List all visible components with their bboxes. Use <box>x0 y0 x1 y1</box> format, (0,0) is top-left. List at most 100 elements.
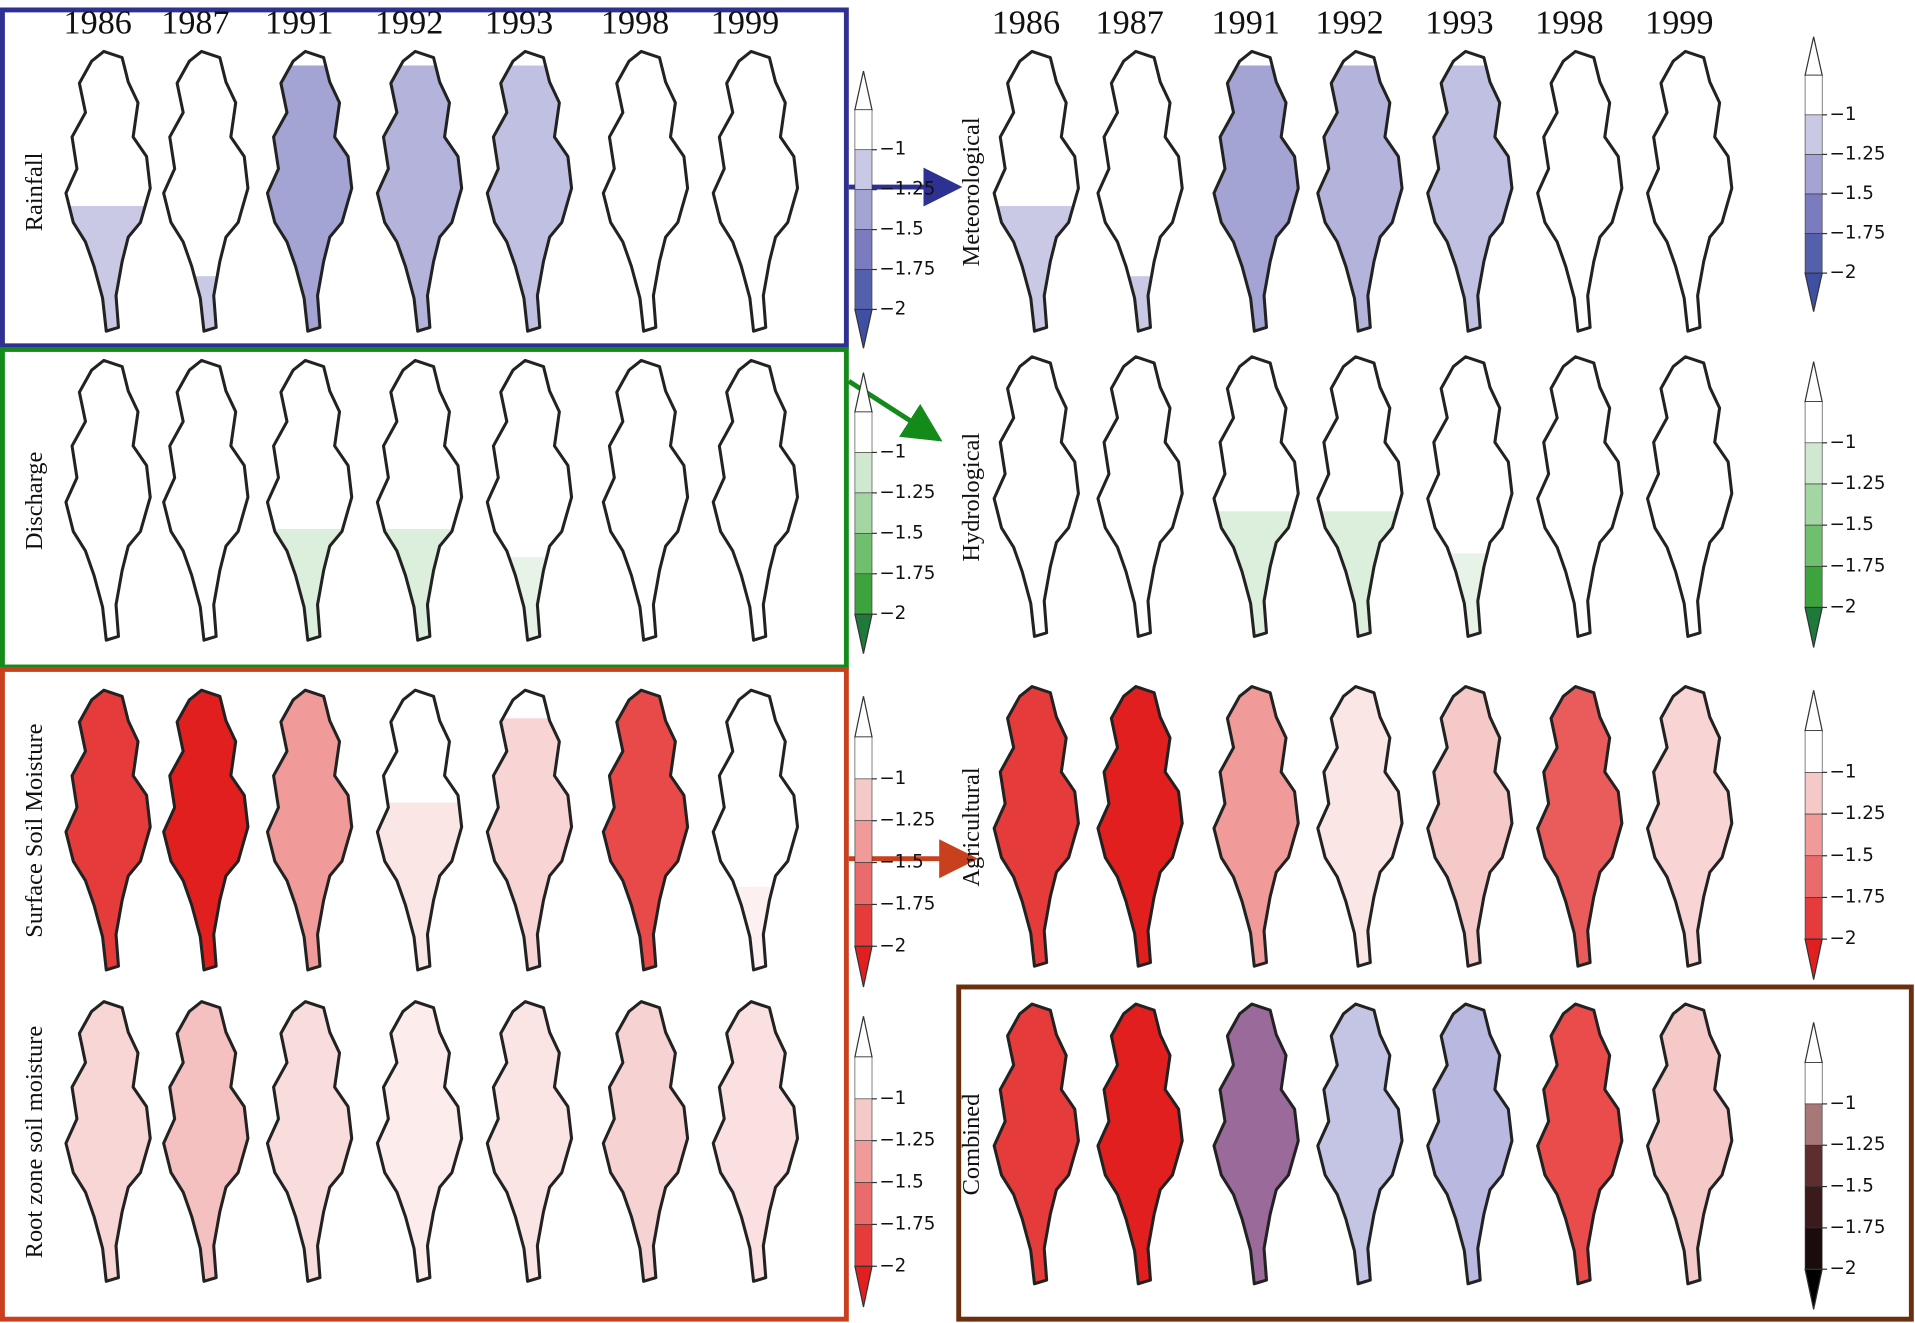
colorbar-segment <box>855 452 872 492</box>
colorbar-segment <box>1805 1104 1822 1145</box>
basin-map <box>1417 687 1515 968</box>
basin-map <box>983 687 1081 968</box>
year-label: 1999 <box>1645 5 1713 42</box>
colorbar-segment <box>855 737 872 779</box>
colorbar-label: −1 <box>879 768 906 789</box>
basin-map <box>164 360 248 640</box>
colorbar-label: −1 <box>879 441 906 462</box>
colorbar-segment <box>855 1099 872 1141</box>
drought-area <box>256 1002 354 1283</box>
basin-fill <box>66 360 150 640</box>
colorbar-label: −1.5 <box>879 1172 923 1193</box>
colorbar-segment <box>855 904 872 946</box>
colorbar-end <box>855 71 872 110</box>
colorbar-label: −1.5 <box>1830 183 1874 204</box>
basin-map <box>66 360 150 640</box>
row-label: Combined <box>958 1094 985 1196</box>
colorbar-label: −1.25 <box>1830 473 1886 494</box>
basin-map <box>476 360 574 641</box>
colorbar-label: −1 <box>1830 761 1857 782</box>
colorbar-end <box>855 696 872 737</box>
colorbar-end <box>1805 273 1822 311</box>
drought-area <box>1637 1004 1735 1285</box>
figure: 1986198719911992199319981999Rainfall−1−1… <box>0 0 1915 1323</box>
colorbar-segment <box>1805 772 1822 814</box>
colorbar-segment <box>855 533 872 573</box>
basin-map <box>1538 51 1622 331</box>
basin-map <box>1527 687 1625 968</box>
colorbar-label: −2 <box>1830 928 1857 949</box>
basin-fill <box>603 51 687 331</box>
basin-map <box>994 357 1078 637</box>
basin-map <box>702 690 800 971</box>
basin-map <box>476 690 574 971</box>
basin-map <box>366 690 464 971</box>
colorbar-segment <box>1805 1187 1822 1228</box>
basin-map <box>603 360 687 640</box>
colorbar-label: −1 <box>1830 432 1857 453</box>
basin-map <box>983 1004 1081 1285</box>
year-label: 1999 <box>711 5 779 42</box>
basin-map <box>476 1002 574 1283</box>
colorbar-label: −1.5 <box>879 852 923 873</box>
colorbar-segment <box>1805 194 1822 234</box>
basin-fill <box>1538 357 1622 637</box>
basin-map <box>1307 1004 1405 1285</box>
colorbar-segment <box>855 412 872 452</box>
basin-map <box>1637 1004 1735 1285</box>
basin-map <box>256 690 354 971</box>
colorbar-segment <box>1805 234 1822 274</box>
row-label: Discharge <box>21 452 48 551</box>
colorbar-segment <box>1805 1063 1822 1104</box>
colorbar-segment <box>1805 443 1822 484</box>
basin-map <box>256 360 354 641</box>
basin-map <box>1203 1004 1301 1285</box>
basin-map <box>1417 357 1515 638</box>
drought-area <box>1527 687 1625 968</box>
basin-map <box>1527 1004 1625 1285</box>
colorbar-label: −1.75 <box>879 893 935 914</box>
colorbar-label: −2 <box>879 603 906 624</box>
basin-map <box>1307 51 1405 332</box>
basin-map <box>1203 51 1301 332</box>
basin-fill <box>1648 357 1732 637</box>
basin-map <box>1307 357 1405 638</box>
basin-map <box>1203 687 1301 968</box>
row-label: Hydrological <box>958 433 985 562</box>
colorbar-label: −2 <box>1830 1258 1857 1279</box>
colorbar-segment <box>855 863 872 905</box>
colorbar-label: −2 <box>879 1255 906 1276</box>
drought-area <box>1307 687 1405 968</box>
basin-map <box>55 51 153 332</box>
colorbar-label: −1.5 <box>1830 1176 1874 1197</box>
colorbar-segment <box>1805 525 1822 566</box>
colorbar-end <box>1805 607 1822 647</box>
basin-map <box>1648 357 1732 637</box>
colorbar-label: −1.25 <box>1830 1134 1886 1155</box>
colorbar-segment <box>855 110 872 150</box>
colorbar-segment <box>855 150 872 190</box>
row-label: Agricultural <box>958 767 985 886</box>
colorbar-segment <box>1805 1228 1822 1269</box>
colorbar-end <box>855 614 872 653</box>
basin-fill <box>994 357 1078 637</box>
colorbar-segment <box>855 190 872 230</box>
year-label: 1998 <box>1535 5 1603 42</box>
colorbar-segment <box>855 1057 872 1099</box>
drought-area <box>983 1004 1081 1285</box>
year-label: 1986 <box>64 5 132 42</box>
basin-map <box>702 1002 800 1283</box>
colorbar-segment <box>1805 75 1822 115</box>
basin-fill <box>1648 51 1732 331</box>
colorbar-segment <box>1805 566 1822 607</box>
year-label: 1992 <box>375 5 443 42</box>
basin-map <box>153 51 251 332</box>
colorbar-label: −1.25 <box>879 1130 935 1151</box>
year-label: 1991 <box>1212 5 1280 42</box>
year-label: 1986 <box>992 5 1060 42</box>
colorbar-segment <box>855 230 872 270</box>
year-label: 1991 <box>265 5 333 42</box>
colorbar-end <box>1805 362 1822 402</box>
year-label: 1987 <box>1096 5 1164 42</box>
basin-fill <box>1098 357 1182 637</box>
